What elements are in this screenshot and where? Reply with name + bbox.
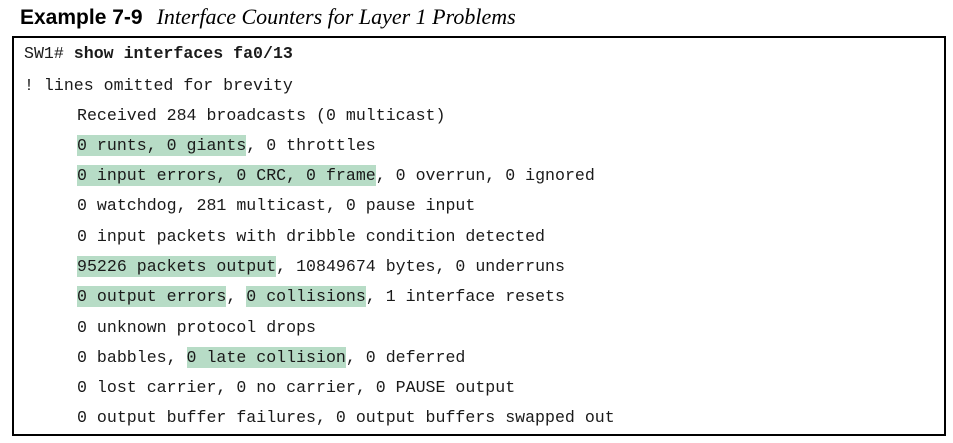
output-line-broadcasts: Received 284 broadcasts (0 multicast) (77, 106, 446, 125)
line-text: , 1 interface resets (365, 287, 565, 306)
line-text: , 0 deferred (345, 348, 466, 367)
highlight-input-errors: 0 input errors, 0 CRC, 0 frame (77, 165, 376, 186)
cli-output-box: SW1# show interfaces fa0/13 ! lines omit… (12, 36, 946, 436)
output-line-runts: 0 runts, 0 giants, 0 throttles (77, 135, 376, 157)
line-text: , 10849674 bytes, 0 underruns (276, 257, 565, 276)
example-heading: Example 7-9 Interface Counters for Layer … (20, 4, 516, 30)
output-line-output-errors: 0 output errors, 0 collisions, 1 interfa… (77, 286, 565, 308)
comment-line: ! lines omitted for brevity (24, 76, 293, 95)
line-text: , 0 overrun, 0 ignored (375, 166, 595, 185)
output-line-lost-carrier: 0 lost carrier, 0 no carrier, 0 PAUSE ou… (77, 378, 516, 397)
output-line-buffer-failures: 0 output buffer failures, 0 output buffe… (77, 408, 615, 427)
cli-prompt: SW1# (24, 44, 74, 63)
output-line-input-errors: 0 input errors, 0 CRC, 0 frame, 0 overru… (77, 165, 595, 187)
cli-command: show interfaces fa0/13 (73, 44, 293, 63)
output-line-dribble: 0 input packets with dribble condition d… (77, 227, 546, 246)
highlight-late-collision: 0 late collision (186, 347, 346, 368)
output-line-unknown-protocol: 0 unknown protocol drops (77, 318, 316, 337)
output-line-watchdog: 0 watchdog, 281 multicast, 0 pause input (77, 196, 476, 215)
example-label: Example 7-9 (20, 6, 143, 29)
highlight-packets-output: 95226 packets output (77, 256, 277, 277)
output-line-babbles: 0 babbles, 0 late collision, 0 deferred (77, 347, 465, 369)
line-text: , (226, 287, 247, 306)
line-text: 0 babbles, (77, 348, 187, 367)
line-text: , 0 throttles (246, 136, 376, 155)
example-caption: Interface Counters for Layer 1 Problems (156, 4, 516, 29)
command-line: SW1# show interfaces fa0/13 (24, 43, 293, 65)
highlight-collisions: 0 collisions (246, 286, 366, 307)
highlight-output-errors: 0 output errors (77, 286, 227, 307)
output-line-packets-output: 95226 packets output, 10849674 bytes, 0 … (77, 256, 565, 278)
highlight-runts-giants: 0 runts, 0 giants (77, 135, 247, 156)
